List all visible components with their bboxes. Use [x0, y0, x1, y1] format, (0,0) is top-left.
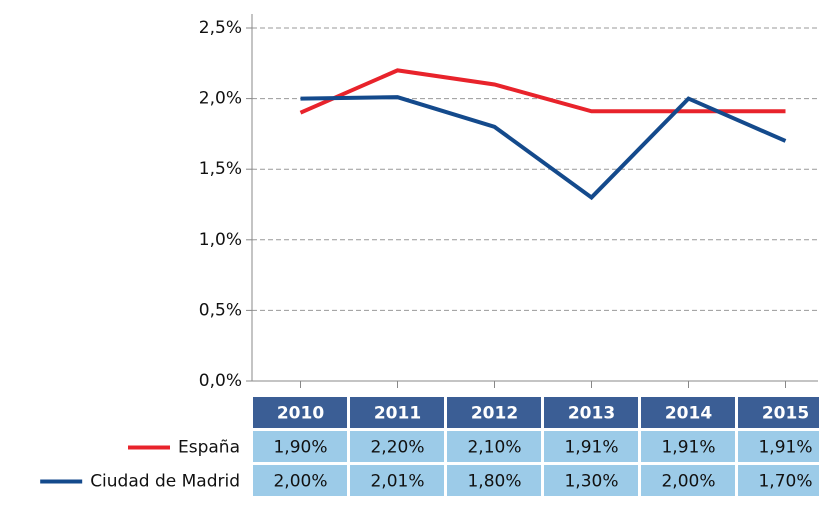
table-value: 2,10% [467, 438, 521, 458]
legend-label: España [178, 438, 240, 458]
table-header-cell [738, 397, 819, 428]
table-header: 2015 [762, 404, 809, 424]
y-tick-label: 2,0% [199, 89, 242, 109]
table-cell [350, 431, 444, 462]
table-value: 1,91% [564, 438, 618, 458]
table-cell [641, 431, 735, 462]
table-header: 2011 [374, 404, 421, 424]
table-cell [447, 465, 541, 496]
table-header: 2012 [471, 404, 518, 424]
legend-label: Ciudad de Madrid [90, 472, 240, 492]
y-tick-label: 1,0% [199, 230, 242, 250]
table-value: 1,91% [661, 438, 715, 458]
table-header: 2010 [277, 404, 324, 424]
table-cell [738, 431, 819, 462]
y-tick-label: 0,5% [199, 300, 242, 320]
table-cell [544, 431, 638, 462]
table-value: 2,20% [370, 438, 424, 458]
y-tick-label: 1,5% [199, 159, 242, 179]
table-header-cell [641, 397, 735, 428]
y-tick-label: 2,5% [199, 18, 242, 38]
table-header-cell [253, 397, 347, 428]
table-cell [447, 431, 541, 462]
table-value: 2,00% [661, 472, 715, 492]
table-header: 2013 [568, 404, 615, 424]
table-cell [641, 465, 735, 496]
table-value: 1,30% [564, 472, 618, 492]
table-cell [253, 431, 347, 462]
table-value: 1,80% [467, 472, 521, 492]
series-line [299, 68, 786, 115]
table-header: 2014 [665, 404, 712, 424]
table-cell [350, 465, 444, 496]
series-line [300, 95, 787, 201]
table-cell [253, 465, 347, 496]
table-value: 1,91% [758, 438, 812, 458]
table-header-cell [544, 397, 638, 428]
table-value: 1,70% [758, 472, 812, 492]
table-value: 2,01% [370, 472, 424, 492]
table-value: 2,00% [273, 472, 327, 492]
table-cell [544, 465, 638, 496]
table-value: 1,90% [273, 438, 327, 458]
y-tick-label: 0,0% [199, 371, 242, 391]
table-header-cell [447, 397, 541, 428]
table-cell [738, 465, 819, 496]
table-header-cell [350, 397, 444, 428]
